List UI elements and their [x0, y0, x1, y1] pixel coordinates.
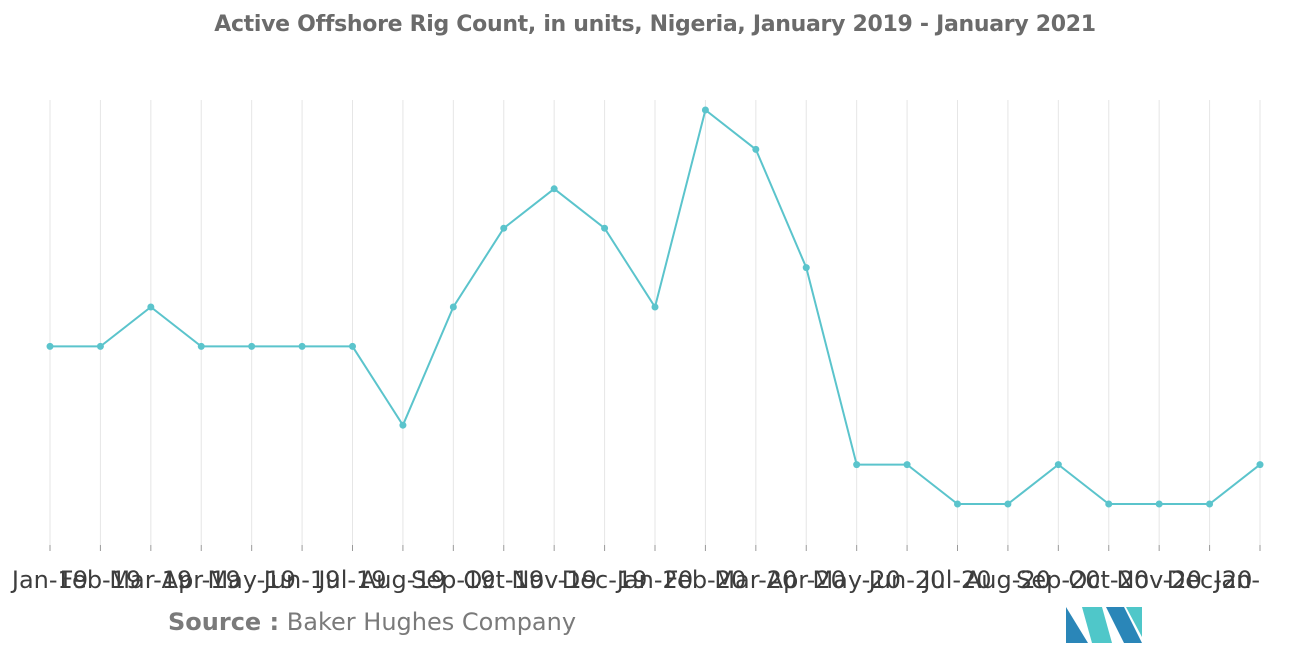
data-point-Aug-20 [1004, 500, 1012, 508]
data-point-Jul-20 [954, 500, 961, 508]
data-point-Sep-20 [1054, 461, 1062, 469]
data-point-Apr-19 [197, 342, 205, 350]
data-point-Oct-20 [1105, 500, 1113, 508]
x-tick-label: Jul-19 [316, 566, 386, 594]
x-tick-label: Jan-19 [10, 566, 88, 594]
data-point-Jan-20 [651, 303, 659, 311]
x-tick-label: Oct-19 [463, 566, 544, 594]
x-tick-label: Oct-20 [1068, 566, 1149, 594]
data-point-May-19 [248, 342, 256, 350]
data-point-Feb-19 [96, 342, 104, 350]
x-tick-label: Apr-20 [767, 566, 846, 594]
x-tick-label: Mar-20 [714, 566, 797, 594]
data-point-Dec-19 [601, 224, 609, 232]
x-tick-label: Sep-19 [411, 566, 495, 594]
x-tick-labels: Jan-19Feb-19Mar-19Apr-19May-19Jun-19Jul-… [10, 566, 1260, 594]
x-tick-label: Sep-20 [1016, 566, 1100, 594]
x-tick-label: Apr-19 [162, 566, 241, 594]
data-point-Mar-19 [147, 303, 155, 311]
x-tick-label: May-20 [812, 566, 900, 594]
line-chart: Jan-19Feb-19Mar-19Apr-19May-19Jun-19Jul-… [10, 100, 1264, 594]
x-tick-label: Jan- [1212, 566, 1260, 594]
x-tick-label: Aug-20 [965, 566, 1051, 594]
data-point-Jun-20 [903, 461, 911, 469]
data-point-Jan-21 [1256, 461, 1264, 469]
source-text: Baker Hughes Company [286, 608, 577, 636]
x-tick-label: Nov-19 [511, 566, 596, 594]
gridlines [49, 100, 1261, 551]
mordor-logo-icon [1066, 607, 1142, 643]
data-point-May-20 [853, 461, 861, 469]
x-tick-label: Jul-20 [921, 566, 991, 594]
x-tick-label: Jun-19 [262, 566, 341, 594]
logo-shape-mid [1082, 607, 1112, 643]
data-point-Dec-20 [1206, 500, 1214, 508]
data-point-Apr-20 [802, 264, 810, 272]
data-point-Mar-20 [752, 145, 760, 153]
x-tick-label: Aug-19 [360, 566, 446, 594]
x-tick-label: Jan-20 [615, 566, 693, 594]
data-point-Nov-19 [550, 185, 558, 193]
x-tick-label: Dec-19 [562, 566, 648, 594]
x-tick-label: Jun-20 [867, 566, 946, 594]
chart-title: Active Offshore Rig Count, in units, Nig… [214, 12, 1096, 37]
data-point-Feb-20 [701, 106, 709, 114]
x-tick-label: May-19 [207, 566, 295, 594]
logo-shape-right [1106, 607, 1142, 643]
data-point-Sep-19 [449, 303, 457, 311]
source-label: Source : [168, 608, 280, 636]
data-point-Aug-19 [399, 421, 407, 429]
x-tick-label: Feb-19 [60, 566, 142, 594]
source-note: Source : Baker Hughes Company [168, 608, 576, 636]
x-tick-label: Dec-20 [1167, 566, 1253, 594]
x-tick-label: Mar-19 [109, 566, 192, 594]
data-point-Jun-19 [298, 342, 306, 350]
logo-shape-left [1066, 607, 1088, 643]
data-point-Nov-20 [1155, 500, 1163, 508]
data-point-Jul-19 [349, 342, 356, 350]
data-point-Oct-19 [500, 224, 508, 232]
data-points [46, 106, 1264, 508]
x-tick-label: Nov-20 [1116, 566, 1201, 594]
logo-shape-right-accent [1126, 607, 1142, 637]
x-tick-label: Feb-20 [665, 566, 747, 594]
data-point-Jan-19 [46, 342, 54, 350]
